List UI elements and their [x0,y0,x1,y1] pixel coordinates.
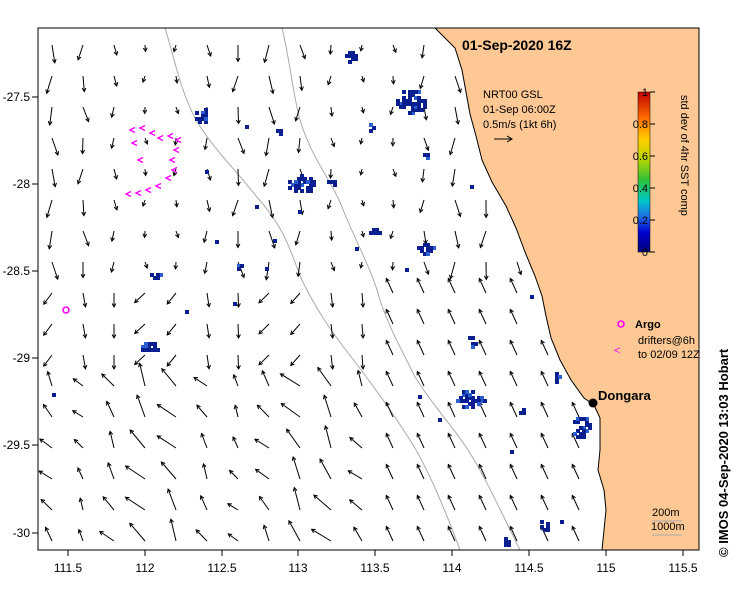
depth-label-1000m: 1000m [651,521,685,533]
x-tick-label: 113 [288,561,307,575]
argo-marker-icon [617,320,625,328]
colorbar-tick-label: 0.6 [633,151,648,163]
x-tick-label: 115 [596,561,615,575]
drifters-label-2: to 02/09 12Z [638,349,700,361]
depth-label-200m: 200m [652,507,680,519]
colorbar [637,91,651,253]
x-axis: 111.5 112 112.5 113 113.5 114 114.5 115 115.5 [54,550,698,575]
colorbar-tick-label: 0.8 [633,119,648,131]
x-tick-label: 111.5 [54,561,83,575]
colorbar-tick-label: 0.4 [633,183,648,195]
sst-pixels [52,51,592,547]
land-mass [434,28,699,550]
drifter-tracks [62,124,182,314]
y-tick-label: -28.5 [3,264,31,278]
colorbar-ticks: 0 0.2 0.4 0.6 0.8 1 [633,87,655,259]
dongara-marker [588,398,598,408]
x-tick-label: 114 [442,561,461,575]
colorbar-tick-label: 0.2 [633,215,648,227]
colorbar-tick-label: 0 [642,247,648,259]
y-tick-label: -28 [13,177,31,191]
map-title: 01-Sep-2020 16Z [462,37,572,53]
y-tick-label: -27.5 [3,90,31,104]
colorbar-title: std dev of 4hr SST comp [678,95,690,216]
x-tick-label: 114.5 [514,561,543,575]
y-tick-label: -29.5 [3,438,31,452]
city-label: Dongara [598,388,652,403]
x-tick-label: 115.5 [668,561,697,575]
y-tick-label: -30 [13,526,31,540]
current-product-label: NRT00 GSL [483,89,543,101]
argo-float-icon [62,306,70,314]
current-time-label: 01-Sep 06:00Z [483,104,556,116]
drifter-legend-icon: < [614,345,620,357]
x-tick-label: 113.5 [360,561,389,575]
argo-label: Argo [635,319,661,331]
y-axis: -27.5 -28 -28.5 -29 -29.5 -30 [3,90,38,540]
isobath-200m [281,28,521,550]
current-scale-arrow [494,135,513,143]
drifters-label-1: drifters@6h [638,335,695,347]
colorbar-tick-label: 1 [642,87,648,99]
current-scale-label: 0.5m/s (1kt 6h) [483,119,556,131]
x-tick-label: 112 [135,561,154,575]
x-tick-label: 112.5 [207,561,236,575]
y-tick-label: -29 [13,351,31,365]
imos-credit: © IMOS 04-Sep-2020 13:03 Hobart [716,348,731,557]
